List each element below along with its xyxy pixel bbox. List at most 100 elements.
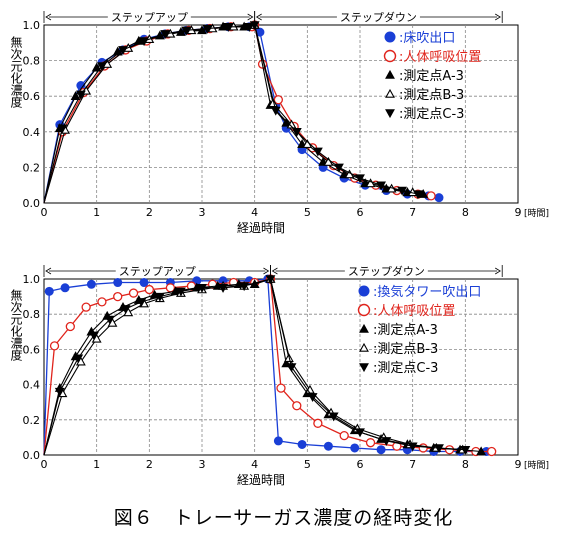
data-point <box>434 193 444 203</box>
data-point <box>120 305 131 315</box>
data-point <box>202 24 213 34</box>
data-point <box>91 62 102 72</box>
legend-label: :測定点A-3 <box>399 69 464 84</box>
legend-marker <box>383 49 397 63</box>
legend-symbol <box>359 363 369 373</box>
data-point <box>333 163 344 173</box>
x-tick-label: 2 <box>146 458 153 471</box>
data-point <box>313 418 323 428</box>
phase-arrowhead-right <box>247 13 254 21</box>
x-tick-label: 8 <box>462 206 469 219</box>
data-point <box>223 23 234 32</box>
data-point <box>44 286 54 296</box>
chart-1: 0 1 2 3 4 5 6 7 8 9 0.0 0.2 0.4 0.6 0.8 1.0 経過時間 [時間] 無次元化… <box>9 10 549 235</box>
data-point <box>139 37 150 47</box>
data-point <box>49 341 60 351</box>
legend-symbol <box>384 31 396 43</box>
y-tick-label: 1.0 <box>23 19 41 32</box>
legend-symbol <box>385 109 395 119</box>
data-point <box>307 393 318 403</box>
y-tick-label: 0.2 <box>23 414 41 427</box>
data-point <box>407 442 418 452</box>
x-tick-label: 7 <box>409 206 416 219</box>
data-point <box>70 91 81 100</box>
data-point <box>376 181 387 191</box>
chart-2: 0 1 2 3 4 5 6 7 8 9 0.0 0.2 0.4 0.6 0.8 1.0 経過時間 [時間] 無次元化… <box>9 264 549 487</box>
x-tick-label: 3 <box>199 206 206 219</box>
legend-marker <box>359 363 369 373</box>
data-point <box>268 98 279 108</box>
series-5 <box>43 275 471 456</box>
legend-label: :測定点A-3 <box>373 323 438 338</box>
phase-label-bg <box>344 265 428 277</box>
data-point <box>418 188 429 198</box>
legend-marker <box>359 323 369 333</box>
legend-symbol <box>357 303 371 317</box>
data-point <box>286 363 297 373</box>
legend-marker <box>358 285 370 297</box>
legend-symbol <box>383 49 397 63</box>
data-point <box>197 284 207 293</box>
x-tick-label: 1 <box>93 458 100 471</box>
data-point <box>426 191 436 201</box>
data-point <box>355 174 365 184</box>
data-point <box>96 62 107 72</box>
data-point <box>376 445 386 455</box>
data-point <box>73 354 84 364</box>
data-point <box>487 446 497 457</box>
y-tick-label: 1.0 <box>23 273 41 286</box>
data-point <box>291 128 302 137</box>
y-tick-label: 0.6 <box>23 90 41 103</box>
legend-label: :人体呼吸位置 <box>373 304 455 319</box>
x-tick-label: 6 <box>357 458 364 471</box>
legend-marker <box>385 69 395 79</box>
data-point <box>323 156 334 166</box>
data-point <box>139 278 149 288</box>
phase-arrowhead-left <box>255 13 262 21</box>
phase-arrowhead-right <box>263 267 270 275</box>
legend: :床吹出口:人体呼吸位置:測定点A-3:測定点B-3:測定点C-3 <box>383 31 481 122</box>
data-point <box>165 283 176 293</box>
x-tick-label: 9 <box>515 206 522 219</box>
x-tick-label: 9 <box>515 458 522 471</box>
legend-symbol <box>359 323 369 333</box>
phase-label: ステップダウン <box>348 264 425 278</box>
phase-label: ステップアップ <box>119 265 196 278</box>
data-point <box>154 292 165 302</box>
phase-label: ステップダウン <box>340 10 417 24</box>
legend-marker <box>385 88 395 98</box>
data-point <box>112 46 123 56</box>
data-point <box>104 315 115 325</box>
data-point <box>434 444 444 454</box>
data-point <box>218 284 229 293</box>
legend-marker <box>359 342 369 352</box>
series-2 <box>43 274 497 457</box>
legend-symbol <box>359 342 369 352</box>
data-point <box>265 275 276 285</box>
data-point <box>97 297 107 307</box>
legend-marker <box>384 31 396 43</box>
x-axis-label: 経過時間 <box>237 221 285 235</box>
data-point <box>365 438 376 448</box>
y-tick-label: 0.0 <box>23 197 41 210</box>
y-tick-label: 0.4 <box>23 379 41 392</box>
y-axis-label: 無次元化濃度 <box>9 35 23 108</box>
data-point <box>160 30 171 40</box>
x-tick-label: 5 <box>304 206 311 219</box>
y-tick-label: 0.2 <box>23 161 41 174</box>
phase-label-bg <box>336 11 420 23</box>
data-point <box>350 443 360 453</box>
phase-label-bg <box>107 11 191 23</box>
legend-label: :測定点C-3 <box>399 107 464 122</box>
data-point <box>418 443 428 453</box>
data-point <box>297 439 307 449</box>
data-point <box>412 190 423 200</box>
data-point <box>89 331 99 341</box>
x-tick-label: 4 <box>251 458 258 471</box>
data-point <box>249 21 260 31</box>
data-point <box>113 278 123 288</box>
x-tick-label: 4 <box>251 206 258 219</box>
legend-label: :換気タワー吹出口 <box>373 284 481 300</box>
legend-label: :測定点B-3 <box>399 88 464 103</box>
